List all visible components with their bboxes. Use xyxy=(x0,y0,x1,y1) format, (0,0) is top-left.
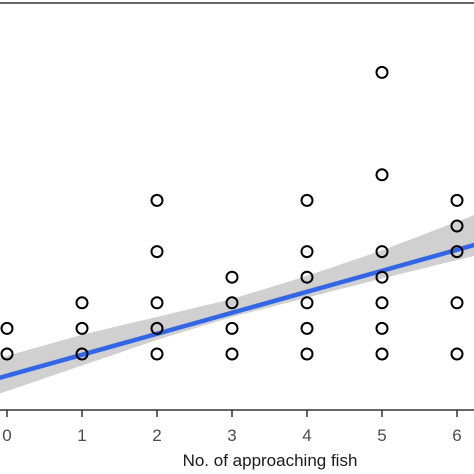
x-ticks-layer: 0 1 2 3 4 5 6 xyxy=(2,410,462,445)
data-point xyxy=(375,296,389,310)
data-point xyxy=(300,321,314,335)
fit-line-layer xyxy=(0,242,474,381)
data-point xyxy=(225,321,239,335)
data-point xyxy=(450,219,464,233)
data-point xyxy=(0,347,14,361)
x-tick-label: 5 xyxy=(377,426,386,445)
data-point xyxy=(375,347,389,361)
data-point xyxy=(225,270,239,284)
data-point xyxy=(150,296,164,310)
x-tick-label: 1 xyxy=(77,426,86,445)
regression-line xyxy=(0,242,474,381)
data-point xyxy=(375,168,389,182)
data-point xyxy=(375,321,389,335)
data-point xyxy=(0,321,14,335)
data-point xyxy=(375,245,389,259)
data-point xyxy=(225,347,239,361)
data-point xyxy=(75,321,89,335)
data-point xyxy=(300,245,314,259)
data-point xyxy=(300,296,314,310)
data-point xyxy=(375,65,389,79)
data-point xyxy=(150,347,164,361)
data-point xyxy=(450,193,464,207)
data-point xyxy=(450,296,464,310)
x-tick-label: 6 xyxy=(452,426,461,445)
x-tick-label: 2 xyxy=(152,426,161,445)
data-point xyxy=(75,347,89,361)
data-point xyxy=(75,296,89,310)
x-tick-label: 4 xyxy=(302,426,311,445)
x-tick-label: 3 xyxy=(227,426,236,445)
data-point xyxy=(450,245,464,259)
data-point xyxy=(300,270,314,284)
data-point xyxy=(375,270,389,284)
x-axis-title: No. of approaching fish xyxy=(183,451,358,470)
x-tick-label: 0 xyxy=(2,426,11,445)
data-point xyxy=(150,193,164,207)
data-point xyxy=(225,296,239,310)
data-point xyxy=(150,321,164,335)
data-point xyxy=(300,347,314,361)
data-point xyxy=(150,245,164,259)
data-points-layer xyxy=(0,65,464,361)
data-point xyxy=(450,347,464,361)
data-point xyxy=(300,193,314,207)
